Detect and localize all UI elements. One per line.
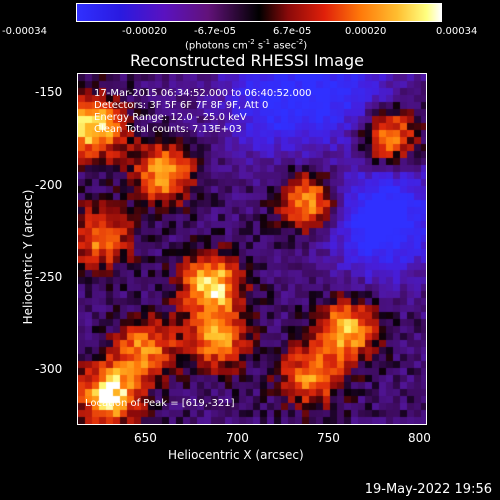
peak-location-label: Location of Peak = [619,-321] (85, 398, 235, 409)
colorbar-tick: -6.7e-05 (194, 26, 236, 37)
timestamp: 19-May-2022 19:56 (364, 482, 492, 497)
x-tick-label: 800 (408, 431, 431, 445)
x-tick-label: 700 (226, 431, 249, 445)
heatmap-image (78, 74, 426, 424)
colorbar-tick: 0.00020 (345, 26, 387, 37)
x-tick-label: 650 (134, 431, 157, 445)
annotation-clean: Clean Total counts: 7.13E+03 (94, 124, 242, 135)
plot-area: 17-Mar-2015 06:34:52.000 to 06:40:52.000… (77, 73, 427, 425)
y-tick-label: -250 (35, 270, 63, 284)
annotation-detectors: Detectors: 3F 5F 6F 7F 8F 9F, Att 0 (94, 100, 269, 111)
colorbar-tick: -0.00020 (122, 26, 167, 37)
plot-title: Reconstructed RHESSI Image (130, 51, 364, 70)
colorbar-tick: 6.7e-05 (273, 26, 312, 37)
x-tick-label: 750 (317, 431, 340, 445)
y-axis-label: Heliocentric Y (arcsec) (21, 189, 35, 325)
y-tick-label: -300 (35, 362, 63, 376)
colorbar (76, 3, 442, 22)
y-tick-label: -200 (35, 178, 63, 192)
colorbar-tick: -0.00034 (2, 26, 47, 37)
y-tick-label: -150 (35, 85, 63, 99)
annotation-energy: Energy Range: 12.0 - 25.0 keV (94, 112, 247, 123)
colorbar-tick: 0.00034 (436, 26, 478, 37)
x-axis-label: Heliocentric X (arcsec) (168, 448, 304, 462)
colorbar-units: (photons cm-2 s-1 asec-2) (185, 38, 308, 52)
annotation-time: 17-Mar-2015 06:34:52.000 to 06:40:52.000 (94, 88, 312, 99)
